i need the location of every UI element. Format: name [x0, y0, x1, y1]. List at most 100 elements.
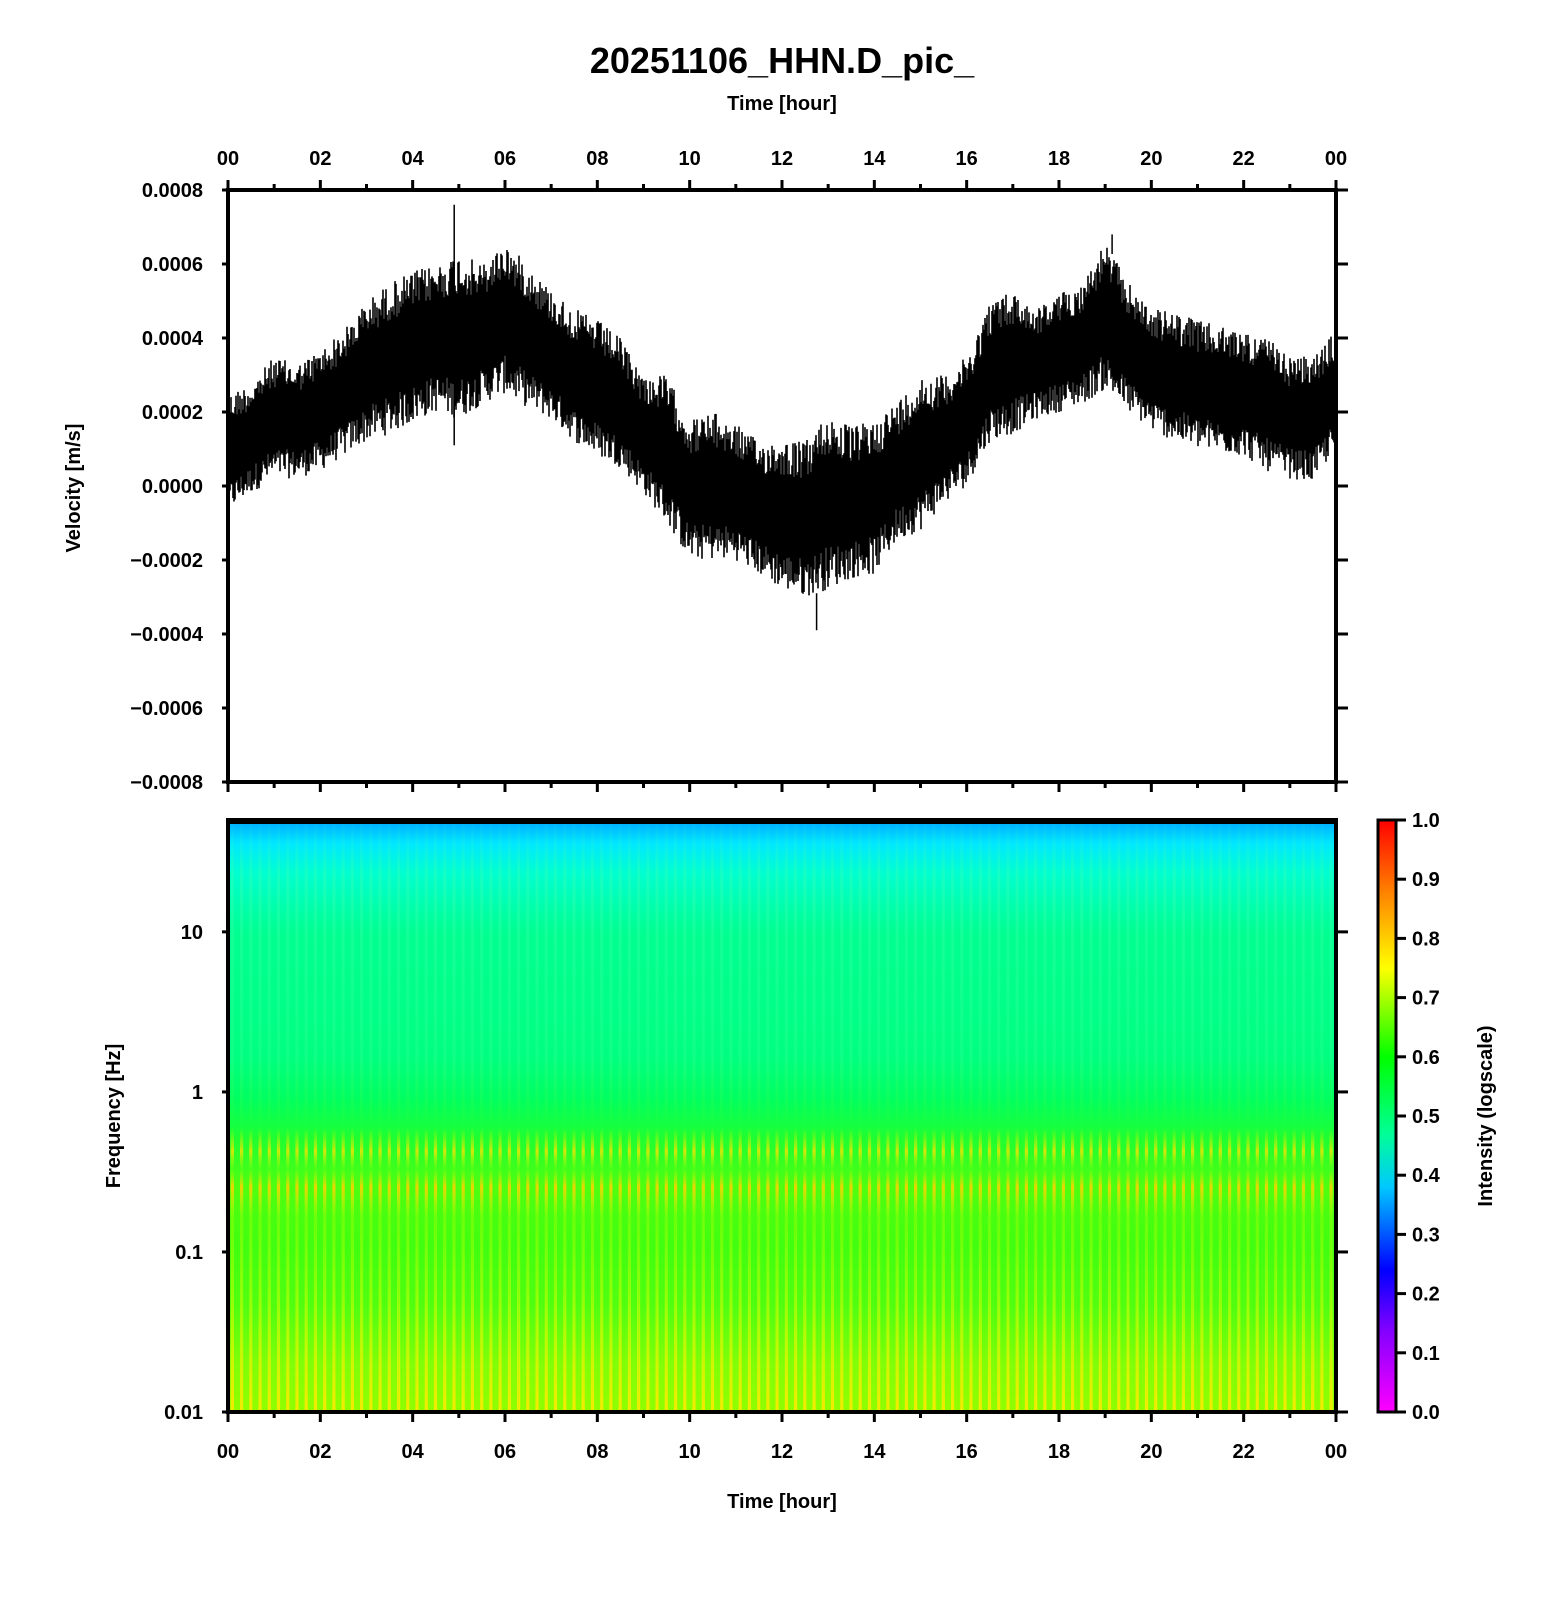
spectrogram-striation	[720, 820, 724, 1412]
spectrogram-striation	[415, 820, 419, 1412]
spectrogram-striation	[1098, 820, 1102, 1412]
spectrogram-striation	[1071, 820, 1075, 1412]
spectrogram-striation	[489, 820, 493, 1412]
spectrogram-striation	[1107, 820, 1112, 1412]
spectrogram-striation	[997, 820, 1001, 1412]
colorbar-gradient	[1376, 818, 1398, 1414]
spectrogram-striation	[267, 820, 271, 1412]
spectrogram-striation	[498, 820, 502, 1412]
velocity-y-tick-label: −0.0002	[130, 550, 203, 572]
spectrogram-plot-area	[228, 820, 1336, 1412]
velocity-y-tick-label: 0.0008	[142, 180, 203, 202]
spectrogram-striation	[830, 820, 835, 1412]
velocity-y-tick-label: −0.0006	[130, 698, 203, 720]
spectrogram-x-tick-label: 04	[402, 1441, 425, 1463]
spectrogram-striation	[812, 820, 816, 1412]
spectrogram-x-tick-label: 18	[1048, 1441, 1070, 1463]
spectrogram-striation	[1144, 820, 1149, 1412]
spectrogram-striation	[840, 820, 844, 1412]
spectrogram-striation	[313, 820, 318, 1412]
spectrogram-striation	[895, 820, 899, 1412]
velocity-x-tick-label: 00	[217, 148, 239, 170]
spectrogram-striation	[784, 820, 788, 1412]
spectrogram-striation	[433, 820, 438, 1412]
spectrogram-striation	[692, 820, 696, 1412]
spectrogram-striation	[276, 820, 281, 1412]
spectrogram-striation	[738, 820, 742, 1412]
velocity-panel: 00 02 04 06 08 10 12 14 16 18 20 22 00 0.0008 0.0006 0.…	[130, 148, 1348, 794]
spectrogram-background	[228, 820, 1336, 1412]
velocity-x-tick-label: 12	[771, 148, 793, 170]
velocity-y-tick-label: 0.0004	[142, 328, 204, 350]
spectrogram-y-tick-label: 0.01	[164, 1402, 203, 1424]
spectrogram-striation	[369, 820, 373, 1412]
spectrogram-striation	[240, 820, 244, 1412]
spectrogram-striation	[1080, 820, 1084, 1412]
colorbar-tick-label: 0.4	[1412, 1165, 1441, 1187]
velocity-x-tick-label: 22	[1233, 148, 1255, 170]
spectrogram-striation	[332, 820, 336, 1412]
spectrogram-striation	[1200, 820, 1204, 1412]
spectrogram-striation	[710, 820, 715, 1412]
colorbar-tick-label: 0.1	[1412, 1343, 1440, 1365]
spectrogram-striation	[766, 820, 770, 1412]
spectrogram-x-tick-label: 00	[217, 1441, 239, 1463]
velocity-y-tick-label: 0.0000	[142, 476, 203, 498]
spectrogram-x-tick-label: 14	[863, 1441, 886, 1463]
velocity-trace	[228, 247, 1336, 596]
colorbar-tick-label: 0.9	[1412, 869, 1440, 891]
spectrogram-striation	[1117, 820, 1121, 1412]
spectrogram-striation	[1154, 820, 1158, 1412]
spectrogram-striation	[350, 820, 354, 1412]
spectrogram-x-tick-label: 10	[679, 1441, 701, 1463]
spectrogram-striation	[397, 820, 401, 1412]
velocity-x-tick-label: 00	[1325, 148, 1347, 170]
spectrogram-striation	[1172, 820, 1176, 1412]
spectrogram-striation	[775, 820, 779, 1412]
spectrogram-striation	[1255, 820, 1259, 1412]
spectrogram-striation	[1135, 820, 1139, 1412]
velocity-y-tick-label: −0.0004	[130, 624, 204, 646]
velocity-x-tick-label: 02	[309, 148, 331, 170]
velocity-y-tick-label: 0.0002	[142, 402, 203, 424]
spectrogram-striation	[286, 820, 290, 1412]
spectrogram-striation	[544, 820, 548, 1412]
spectrogram-striation	[507, 820, 511, 1412]
spectrogram-x-tick-label: 02	[309, 1441, 331, 1463]
spectrogram-striation	[572, 820, 576, 1412]
spectrogram-striation	[461, 820, 465, 1412]
spectrogram-striation	[1163, 820, 1167, 1412]
spectrogram-striation	[978, 820, 982, 1412]
spectrogram-striation	[969, 820, 973, 1412]
spectrogram-striation	[452, 820, 456, 1412]
spectrogram-striation	[1043, 820, 1047, 1412]
spectrogram-striation	[960, 820, 964, 1412]
spectrogram-striation	[886, 820, 890, 1412]
spectrogram-striation	[941, 820, 945, 1412]
spectrogram-striation	[618, 820, 622, 1412]
waveform-plot-area	[228, 204, 1336, 631]
spectrogram-striation	[951, 820, 955, 1412]
velocity-y-tick-label: −0.0008	[130, 772, 203, 794]
spectrogram-x-tick-label: 16	[956, 1441, 978, 1463]
spectrogram-x-tick-label: 00	[1325, 1441, 1347, 1463]
frequency-y-axis-label: Frequency [Hz]	[103, 1044, 125, 1188]
velocity-x-tick-label: 14	[863, 148, 886, 170]
spectrogram-striation	[1061, 820, 1065, 1412]
spectrogram-striation	[637, 820, 641, 1412]
spectrogram-striation	[563, 820, 567, 1412]
spectrogram-striation	[581, 820, 585, 1412]
spectrogram-striation	[1320, 820, 1324, 1412]
spectrogram-striation	[609, 820, 613, 1412]
spectrogram-striation	[406, 820, 410, 1412]
spectrogram-y-tick-label: 0.1	[175, 1242, 203, 1264]
spectrogram-striation	[1311, 820, 1315, 1412]
spectrogram-striation	[1246, 820, 1250, 1412]
spectrogram-striation	[794, 820, 798, 1412]
spectrogram-striation	[517, 820, 521, 1412]
spectrogram-striation	[304, 820, 308, 1412]
spectrogram-striation	[1209, 820, 1213, 1412]
colorbar-tick-label: 0.0	[1412, 1402, 1440, 1424]
colorbar-tick-label: 0.8	[1412, 928, 1440, 950]
